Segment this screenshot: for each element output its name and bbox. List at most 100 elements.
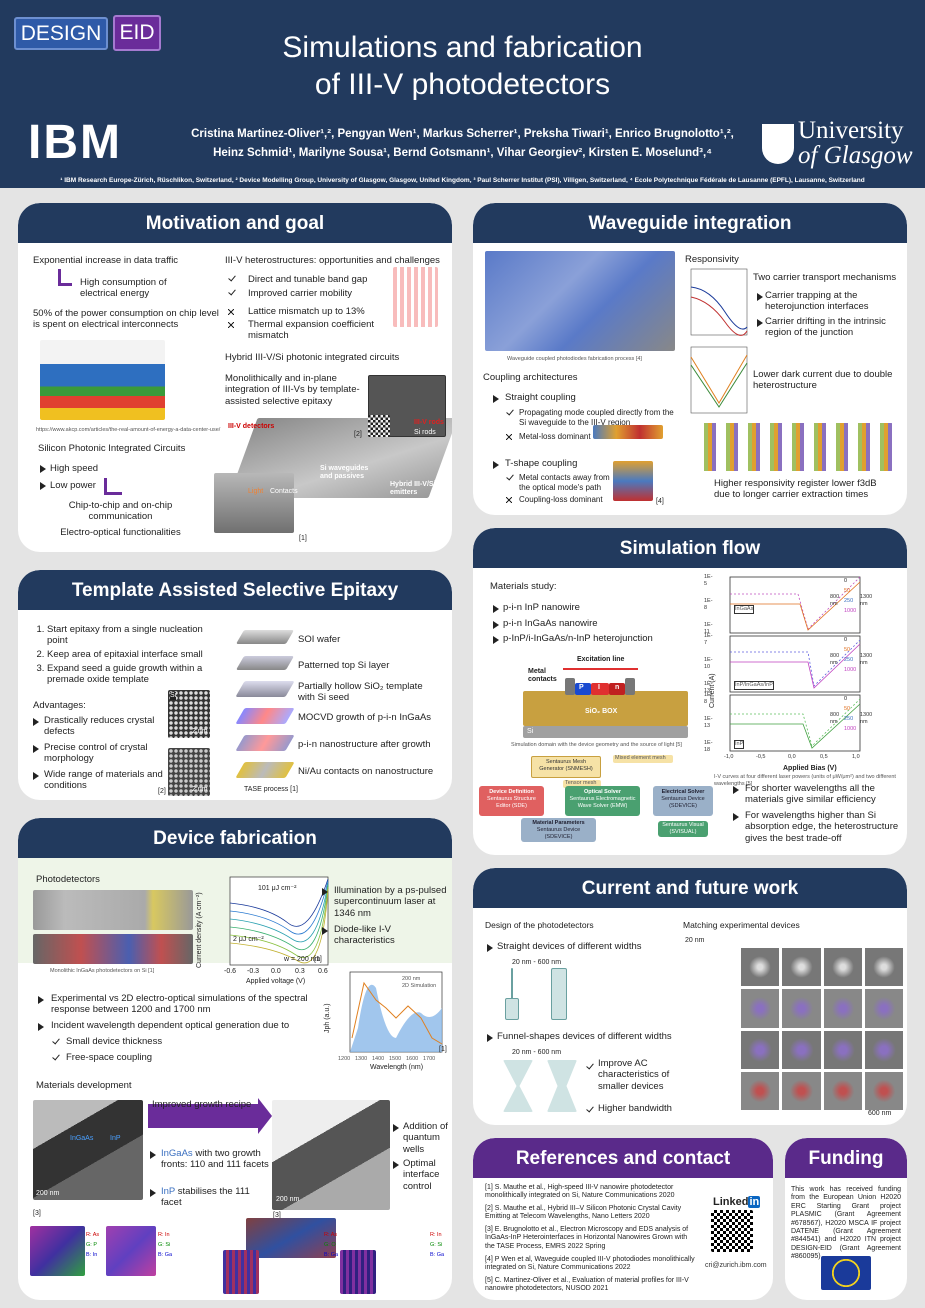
scale-bar: 2 nm [192,786,208,793]
y-tick-label: 1E-5 [704,574,713,587]
text: Carrier drifting in the intrinsic region… [765,316,886,339]
flow-box [613,755,673,763]
coupling-image [613,461,653,501]
process-image [235,735,295,751]
references-panel: References and contact [1] S. Mauthe et … [473,1138,773,1300]
text: High consumption of electrical energy [80,277,167,300]
text: Coupling architectures [483,372,578,383]
flow-box [565,786,640,816]
text: Improved carrier mobility [248,288,352,299]
bullet [493,621,499,629]
label: 101 μJ cm⁻² [258,885,297,892]
text: Higher responsivity register lower f3dB … [714,478,877,501]
text: T-shape coupling [505,458,578,469]
excitation-line [563,668,638,670]
bullet [733,813,739,821]
text: 20 nm - 600 nm [512,1049,562,1056]
bullet [493,461,499,469]
header: DESIGN EID Simulations and fabrication o… [0,0,925,188]
y-tick-label: 1E-8 [704,598,713,611]
legend-entry: 0 [844,637,848,643]
tick: 1400 [372,1056,385,1062]
flow-text: Device Definition [489,789,534,795]
label: SiO₂ BOX [585,708,618,715]
title: of III-V photodetectors [314,68,611,101]
email[interactable]: cri@zurich.ibm.com [705,1262,767,1269]
tick: 1200 [338,1056,351,1062]
legend-wavelength: 1300 nm [860,653,873,666]
logo-design: DESIGN [14,17,108,50]
source-url: https://www.akcp.com/articles/the-real-a… [36,427,221,433]
sem-grid [741,948,903,1110]
device-shape [511,968,513,1008]
n-region [609,683,625,695]
text: Lower dark current due to double heteros… [753,369,893,392]
label: Si [170,692,177,701]
y-tick-label: 1E-11 [704,622,713,635]
text: p-i-n InGaAs nanowire [503,618,598,629]
logo-eid: EID [113,15,161,51]
label: G: O [324,1242,336,1248]
bullet [33,718,39,726]
cross [506,497,512,503]
wg-plots [690,268,748,414]
panel-title: Simulation flow [473,528,907,568]
qr-code[interactable] [711,1210,753,1252]
check [586,1061,594,1070]
sem-image [823,1071,862,1110]
text: Materials study: [490,581,557,592]
cross [506,434,512,440]
label: R: In [158,1232,170,1238]
sem-image [741,948,780,987]
text: p-i-n nanostructure after growth [298,739,431,750]
affiliations: ¹ IBM Research Europe-Zürich, Rüschlikon… [60,177,865,184]
device-panel: Device fabrication Photodetectors Monoli… [18,818,452,1300]
tick: -0.6 [224,968,237,975]
tem-image [272,1100,390,1210]
process-image [235,762,295,778]
text: Thermal expansion coefficient mismatch [248,319,375,342]
caption: Waveguide coupled photodiodes fabricatio… [507,356,642,362]
linkedin[interactable]: Linkedin [713,1196,761,1209]
text: Addition of quantum wells [403,1121,448,1155]
sem-image [782,989,821,1028]
text: Monolithically and in-plane integration … [225,373,360,407]
text: Patterned top Si layer [298,660,390,671]
bullet [487,1034,493,1042]
energy-chart-image [40,340,165,420]
flow-box [521,818,596,842]
step: Keep area of epitaxial interface small [47,649,213,660]
flow-text: Sentaurus Device (SDEVICE) [536,827,581,840]
text: Improved growth recipe [152,1099,252,1110]
text: 20 nm - 600 nm [512,959,562,966]
legend-wavelength: 800 nm [830,712,840,725]
process-image [235,656,295,670]
panel-title: Device fabrication [18,818,452,858]
arrow [104,492,122,495]
tick: 0.0 [271,968,281,975]
text: 20 nm [685,937,705,944]
panel-title: Current and future work [473,868,907,908]
tick: -0.3 [247,968,260,975]
label: InGaAs [70,1135,94,1142]
cross [228,309,234,315]
legend-entry: 250 [844,657,854,663]
bullet [40,465,46,473]
y-tick-label: 1E-10 [704,657,713,670]
sem-image [782,1030,821,1069]
axis-label: Jph (a.u.) [324,1003,331,1033]
device-shape [547,1060,577,1112]
caption: Monolithic InGaAs photodetectors on Si [… [50,968,155,974]
bullet [393,1124,399,1132]
text: Low power [50,480,96,491]
iv-plot [729,576,861,752]
arrow [104,478,107,494]
arrow [148,1104,258,1128]
ref: [3] [273,1212,281,1219]
sem-image [823,989,862,1028]
legend-entry: 50 [844,647,851,653]
panel-title: Template Assisted Selective Epitaxy [18,570,452,610]
text: Coupling-loss dominant [519,495,603,504]
text: stabilises the 111 facet [161,1186,250,1209]
